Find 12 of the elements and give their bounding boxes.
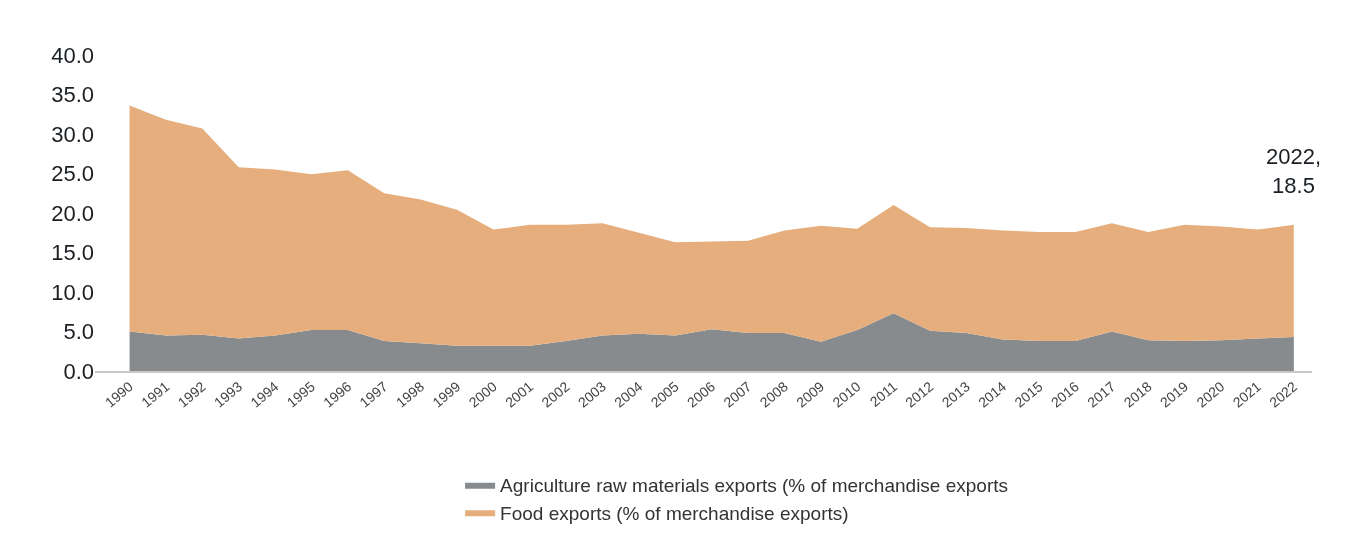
annotation: 2022, 18.5 [1266,144,1322,198]
y-tick-label: 0.0 [63,358,94,384]
y-tick-label: 15.0 [51,240,94,266]
y-tick-label: 10.0 [51,279,94,305]
legend-label: Food exports (% of merchandise exports) [500,502,849,524]
legend-label: Agriculture raw materials exports (% of merchandise exports [500,475,1009,497]
y-tick-label: 30.0 [51,121,94,147]
y-tick-label: 20.0 [51,200,94,226]
y-tick-label: 5.0 [63,319,94,345]
y-tick-label: 25.0 [51,161,94,187]
y-tick-label: 35.0 [51,82,94,108]
y-tick-label: 40.0 [51,42,94,68]
